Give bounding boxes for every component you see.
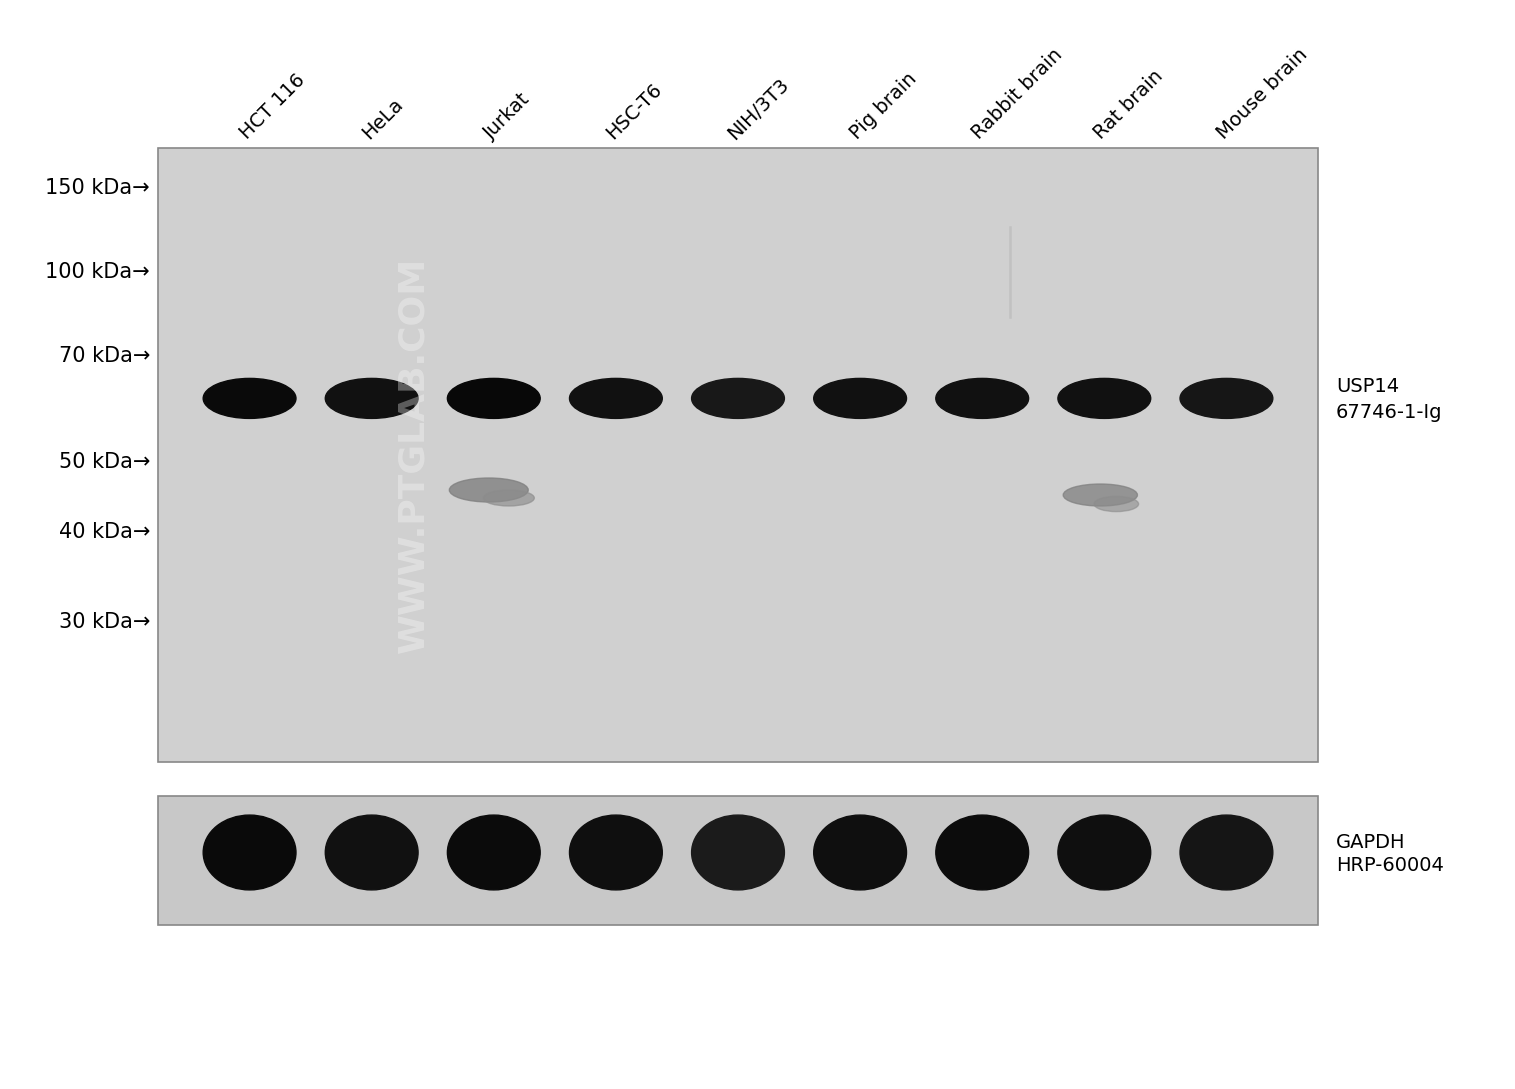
Text: 70 kDa→: 70 kDa→: [59, 346, 150, 366]
Text: HRP-60004: HRP-60004: [1336, 856, 1444, 874]
Ellipse shape: [1057, 378, 1151, 418]
Ellipse shape: [936, 815, 1029, 890]
Ellipse shape: [692, 378, 785, 418]
Text: GAPDH: GAPDH: [1336, 833, 1406, 852]
Ellipse shape: [483, 490, 535, 506]
Text: 40 kDa→: 40 kDa→: [59, 522, 150, 542]
Text: Pig brain: Pig brain: [847, 69, 921, 143]
Text: HSC-T6: HSC-T6: [603, 79, 665, 143]
Text: HCT 116: HCT 116: [236, 71, 309, 143]
Text: Rat brain: Rat brain: [1091, 66, 1167, 143]
Ellipse shape: [1180, 378, 1273, 418]
Ellipse shape: [1180, 815, 1273, 890]
Text: NIH/3T3: NIH/3T3: [724, 74, 794, 143]
Ellipse shape: [447, 378, 541, 418]
Text: 150 kDa→: 150 kDa→: [45, 178, 150, 198]
Ellipse shape: [450, 478, 529, 502]
Ellipse shape: [203, 815, 295, 890]
Ellipse shape: [326, 378, 418, 418]
Ellipse shape: [326, 815, 418, 890]
Text: 100 kDa→: 100 kDa→: [45, 262, 150, 282]
Text: 50 kDa→: 50 kDa→: [59, 452, 150, 472]
Text: 67746-1-Ig: 67746-1-Ig: [1336, 403, 1442, 421]
Ellipse shape: [814, 815, 906, 890]
Ellipse shape: [570, 815, 662, 890]
Text: WWW.PTGLAB.COM: WWW.PTGLAB.COM: [397, 257, 430, 653]
Text: Mouse brain: Mouse brain: [1214, 45, 1310, 143]
Text: 30 kDa→: 30 kDa→: [59, 612, 150, 632]
Ellipse shape: [1064, 484, 1138, 506]
Ellipse shape: [570, 378, 662, 418]
Ellipse shape: [1094, 497, 1139, 512]
Ellipse shape: [814, 378, 906, 418]
Bar: [158, 148, 1318, 762]
Ellipse shape: [692, 815, 785, 890]
Text: Rabbit brain: Rabbit brain: [968, 46, 1067, 143]
Ellipse shape: [936, 378, 1029, 418]
Text: HeLa: HeLa: [358, 95, 406, 143]
Ellipse shape: [1057, 815, 1151, 890]
Text: Jurkat: Jurkat: [480, 89, 533, 143]
Ellipse shape: [447, 815, 541, 890]
Ellipse shape: [203, 378, 295, 418]
Text: USP14: USP14: [1336, 377, 1400, 396]
Bar: [158, 796, 1318, 925]
